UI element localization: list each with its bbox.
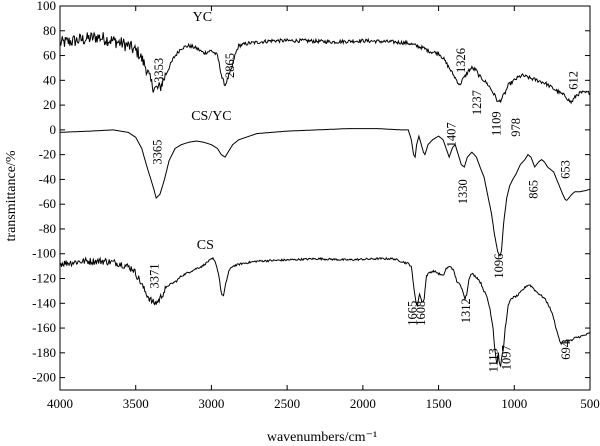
x-tick-label: 500 [580,396,600,411]
peak-label: 694 [559,340,573,360]
peak-label: 1608 [414,301,428,326]
y-tick-label: -140 [32,295,56,310]
series-label: YC [193,10,212,25]
peak-label: 653 [558,160,572,179]
series-lines [59,31,591,368]
axes: 4000 3500 3000 2500 2000 1500 1000 500 100 80 60 40… [32,0,600,411]
y-tick-label: -120 [32,271,56,286]
peak-label: 1097 [499,345,513,370]
peak-label: 1326 [454,48,468,73]
y-tick-label: -160 [32,320,56,335]
annotations: YC CS/YC CS 3353 2865 1326 1237 1109 978 612 3365 1… [147,10,580,372]
y-axis-title: transmittance/% [4,150,19,241]
peak-label: 865 [526,180,540,199]
peak-label: 2865 [223,53,237,78]
x-tick-label: 1000 [501,396,527,411]
y-tick-label: -80 [39,221,56,236]
x-tick-label: 2500 [274,396,300,411]
y-tick-label: 0 [50,122,57,137]
peak-label: 1407 [445,122,459,147]
peak-label: 612 [567,71,581,90]
peak-label: 1312 [459,298,473,323]
y-tick-label: -40 [39,171,56,186]
peak-label: 3371 [147,264,161,289]
peak-label: 1096 [492,254,506,279]
x-tick-label: 1500 [426,396,452,411]
y-tick-label: -60 [39,196,56,211]
peak-label: 3353 [152,58,166,83]
x-tick-label: 2000 [350,396,376,411]
peak-label: 3365 [150,140,164,165]
y-tick-label: -180 [32,345,56,360]
y-tick-label: 20 [43,97,56,112]
peak-label: 1330 [456,179,470,204]
peak-label: 1113 [486,348,500,372]
y-tick-label: -200 [32,370,56,385]
x-axis-title: wavenumbers/cm⁻¹ [267,430,377,445]
plot-frame [59,5,591,391]
peak-label: 1237 [470,90,484,115]
peak-label: 978 [509,118,523,137]
series-line-cs [59,256,591,368]
y-tick-label: 80 [43,23,56,38]
series-label: CS/YC [191,109,231,124]
series-label: CS [197,238,214,253]
y-tick-label: 100 [37,0,57,13]
series-line-cs-yc [60,128,591,257]
y-tick-label: 40 [43,72,56,87]
peak-label: 1109 [490,111,504,136]
x-tick-label: 4000 [47,396,73,411]
series-line-yc [59,31,591,105]
y-tick-label: -100 [32,246,56,261]
peak-label: 1665 [405,301,419,326]
y-tick-label: 60 [43,48,56,63]
x-tick-label: 3000 [198,396,224,411]
y-tick-label: -20 [39,147,56,162]
x-tick-label: 3500 [123,396,149,411]
